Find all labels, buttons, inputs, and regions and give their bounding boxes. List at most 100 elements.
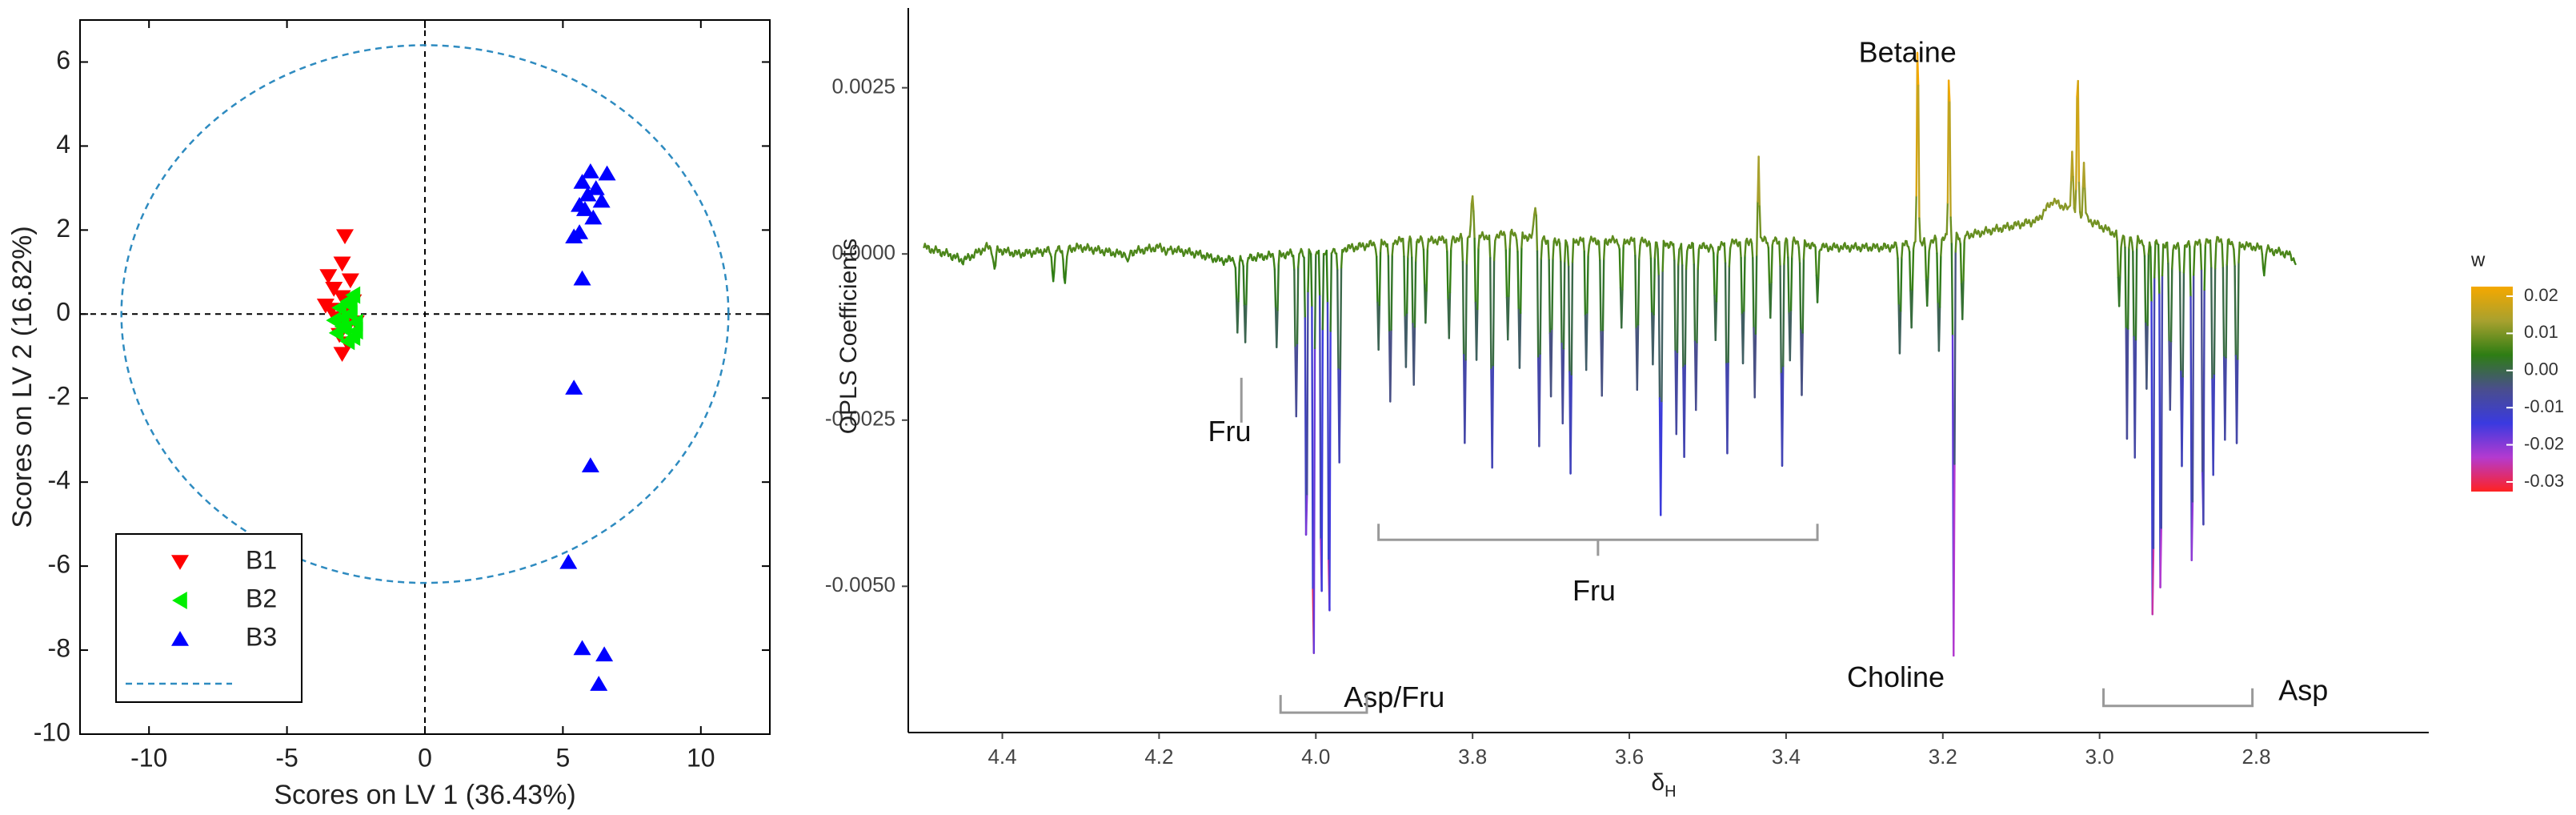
- series-segment: [1908, 251, 1912, 292]
- series-segment: [1325, 249, 1329, 304]
- series-segment: [2210, 267, 2213, 380]
- y-tick-label: -4: [48, 466, 70, 495]
- series-segment: [1634, 255, 1637, 330]
- series-segment: [1817, 250, 1821, 279]
- series-segment: [2119, 246, 2122, 277]
- series-segment: [1783, 242, 1786, 266]
- series-segment: [1757, 155, 1761, 207]
- colorbar: [2471, 287, 2513, 492]
- series-segment: [1471, 195, 1475, 212]
- series-segment: [2202, 288, 2205, 526]
- y-tick-label: -6: [48, 550, 70, 579]
- series-segment: [1918, 217, 1921, 243]
- series-segment: [1797, 246, 1801, 265]
- series-segment: [1728, 247, 1732, 267]
- x-tick-label: 0: [418, 743, 432, 772]
- series-segment: [1535, 214, 1539, 252]
- series-segment: [1461, 260, 1465, 356]
- series-segment: [1924, 246, 1928, 282]
- series-segment: [1375, 255, 1379, 304]
- point-b1: [319, 269, 338, 284]
- series-segment: [2215, 235, 2218, 245]
- series-segment: [2160, 274, 2164, 529]
- series-segment: [1402, 237, 1405, 258]
- point-b3: [595, 646, 614, 662]
- y-tick-label: -2: [48, 382, 70, 411]
- series-segment: [1548, 259, 1552, 335]
- series-segment: [1935, 237, 1938, 255]
- series-segment: [1954, 231, 1958, 253]
- x-tick-label: 4.2: [1144, 745, 1173, 769]
- series-segment: [1782, 263, 1785, 367]
- x-tick-label: 3.8: [1458, 745, 1487, 769]
- series-segment: [2071, 151, 2074, 179]
- series-segment: [1469, 203, 1473, 226]
- series-segment: [1692, 243, 1696, 266]
- series-segment: [1504, 234, 1507, 251]
- series-segment: [1567, 265, 1571, 373]
- series-segment: [1661, 239, 1665, 272]
- series-segment: [1740, 256, 1744, 315]
- series-segment: [1789, 309, 1793, 362]
- series-segment: [1473, 237, 1477, 304]
- series-segment: [1638, 244, 1641, 260]
- point-b2: [326, 311, 342, 330]
- series-segment: [2204, 238, 2208, 247]
- confidence-ellipse: [120, 44, 730, 584]
- point-b3: [565, 379, 583, 395]
- series-segment: [1391, 242, 1395, 256]
- annotation-label: Asp/Fru: [1344, 681, 1444, 713]
- y-tick-label: -0.0050: [825, 572, 895, 596]
- series-segment: [1912, 242, 1916, 250]
- bracket: [2102, 688, 2254, 708]
- series-segment: [1582, 237, 1585, 253]
- series-segment: [1901, 242, 1904, 259]
- series-segment: [1052, 270, 1056, 283]
- series-segment: [1476, 247, 1480, 311]
- series-segment: [1750, 242, 1754, 259]
- series-segment: [2190, 500, 2194, 561]
- series-segment: [1276, 309, 1279, 348]
- point-b3: [590, 676, 608, 691]
- legend-label: B2: [246, 584, 277, 612]
- point-b1: [316, 299, 335, 314]
- series-segment: [1946, 79, 1950, 204]
- series-segment: [2221, 243, 2225, 269]
- series-segment: [2069, 179, 2073, 207]
- legend-marker-b2: [172, 592, 187, 609]
- annotation-label: Fru: [1208, 415, 1252, 448]
- series-segment: [1549, 327, 1553, 398]
- colorbar-title: w: [2470, 249, 2486, 271]
- series-segment: [1797, 240, 1801, 249]
- series-segment: [2263, 263, 2266, 277]
- series-segment: [1538, 352, 1541, 448]
- point-b3: [587, 179, 605, 195]
- annotation-label: Betaine: [1859, 36, 1957, 69]
- series-segment: [1791, 240, 1794, 259]
- series-segment: [1897, 257, 1900, 307]
- series-segment: [2233, 265, 2237, 357]
- series-segment: [2158, 293, 2161, 588]
- series-segment: [1552, 240, 1555, 260]
- point-b1: [341, 273, 359, 289]
- series-segment: [2178, 271, 2182, 373]
- series-segment: [2161, 243, 2165, 277]
- series-segment: [1661, 270, 1664, 403]
- series-segment: [1053, 254, 1056, 272]
- series-segment: [1649, 243, 1653, 259]
- legend-marker-b3: [171, 631, 189, 646]
- x-tick-label: 4.0: [1301, 745, 1330, 769]
- series-segment: [1945, 202, 1949, 235]
- series-segment: [2200, 269, 2204, 474]
- legend-label: B3: [246, 622, 277, 651]
- series-segment: [1446, 251, 1449, 301]
- x-tick-label: 10: [687, 743, 715, 772]
- series-segment: [1938, 255, 1942, 308]
- series-segment: [2181, 375, 2184, 468]
- series-segment: [1516, 251, 1520, 311]
- legend-label: B1: [246, 545, 277, 574]
- series-segment: [1464, 359, 1467, 444]
- x-axis-title-main: δ: [1651, 769, 1665, 796]
- series-segment: [1693, 263, 1697, 343]
- series-segment: [1564, 239, 1567, 263]
